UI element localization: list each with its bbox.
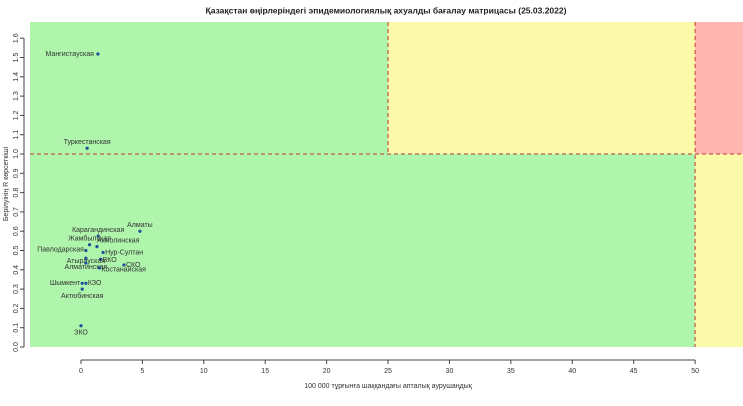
y-tick-label: 1.3 — [13, 91, 20, 101]
zone — [695, 154, 743, 347]
point — [84, 261, 88, 265]
y-tick-label: 1.0 — [13, 149, 20, 159]
zone — [695, 22, 743, 155]
point — [138, 229, 142, 233]
x-tick-label: 0 — [79, 368, 83, 375]
point — [122, 263, 126, 267]
y-tick-label: 0.0 — [13, 342, 20, 352]
y-tick-label: 0.1 — [13, 323, 20, 333]
point — [80, 281, 84, 285]
point — [96, 52, 100, 56]
x-tick-label: 30 — [446, 368, 454, 375]
x-tick-label: 25 — [384, 368, 392, 375]
point-label: Алматинская — [65, 264, 108, 271]
point-label: Мангистауская — [46, 51, 95, 58]
y-tick-label: 0.4 — [13, 265, 20, 275]
point — [80, 287, 84, 291]
y-tick-label: 0.3 — [13, 284, 20, 294]
y-tick-label: 1.1 — [13, 130, 20, 140]
point — [87, 243, 92, 247]
point-label: Акмолинская — [97, 237, 140, 244]
point — [96, 234, 100, 238]
point-label: СКО — [126, 262, 141, 269]
x-tick-label: 50 — [691, 368, 699, 375]
zone — [388, 22, 696, 155]
point-label: Алматы — [127, 222, 153, 229]
point-label: Карагандинская — [72, 227, 124, 234]
zone — [30, 154, 696, 347]
point — [95, 245, 99, 249]
point — [79, 324, 83, 328]
x-tick-label: 20 — [323, 368, 331, 375]
zone — [30, 22, 389, 155]
x-tick-label: 15 — [261, 368, 269, 375]
point — [99, 257, 103, 261]
point-label: Жамбылская — [68, 235, 111, 243]
point — [85, 146, 89, 150]
point — [84, 281, 88, 285]
point-label: ЗКО — [74, 330, 88, 337]
y-tick-label: 0.6 — [13, 226, 20, 236]
point-label: Актюбинская — [61, 292, 104, 300]
y-tick-label: 0.5 — [13, 246, 20, 256]
x-tick-label: 10 — [200, 368, 208, 375]
point-label: Павлодарская — [37, 246, 84, 253]
point-label: Шымкент — [50, 280, 81, 287]
y-tick-label: 1.5 — [13, 53, 20, 63]
y-tick-label: 1.4 — [13, 72, 20, 82]
point-label: Нур-Султан — [105, 249, 143, 256]
y-tick-label: 0.2 — [13, 303, 20, 313]
point — [84, 256, 88, 260]
x-tick-label: 40 — [568, 368, 576, 375]
chart-title: Қазақстан өңірлеріндегі эпидемиологиялық… — [206, 5, 567, 15]
x-axis-label: 100 000 тұрғынға шаққандағы апталық ауру… — [304, 383, 472, 390]
x-tick-label: 35 — [507, 368, 515, 375]
x-tick-label: 45 — [630, 368, 638, 375]
y-tick-label: 0.9 — [13, 168, 20, 178]
y-tick-label: 0.7 — [13, 207, 20, 217]
point — [84, 248, 88, 253]
point — [97, 266, 101, 270]
point-label: Костанайская — [101, 266, 146, 274]
y-tick-label: 0.8 — [13, 188, 20, 198]
y-axis-label: Берілуінің R көрсеткіші — [2, 146, 10, 221]
y-tick-label: 1.6 — [13, 33, 20, 43]
point-label: ВКО — [103, 257, 118, 264]
x-tick-label: 5 — [140, 368, 144, 375]
point-label: КЗО — [88, 280, 102, 287]
point-label: Туркестанская — [64, 139, 111, 146]
y-tick-label: 1.2 — [13, 110, 20, 120]
point — [101, 250, 105, 255]
